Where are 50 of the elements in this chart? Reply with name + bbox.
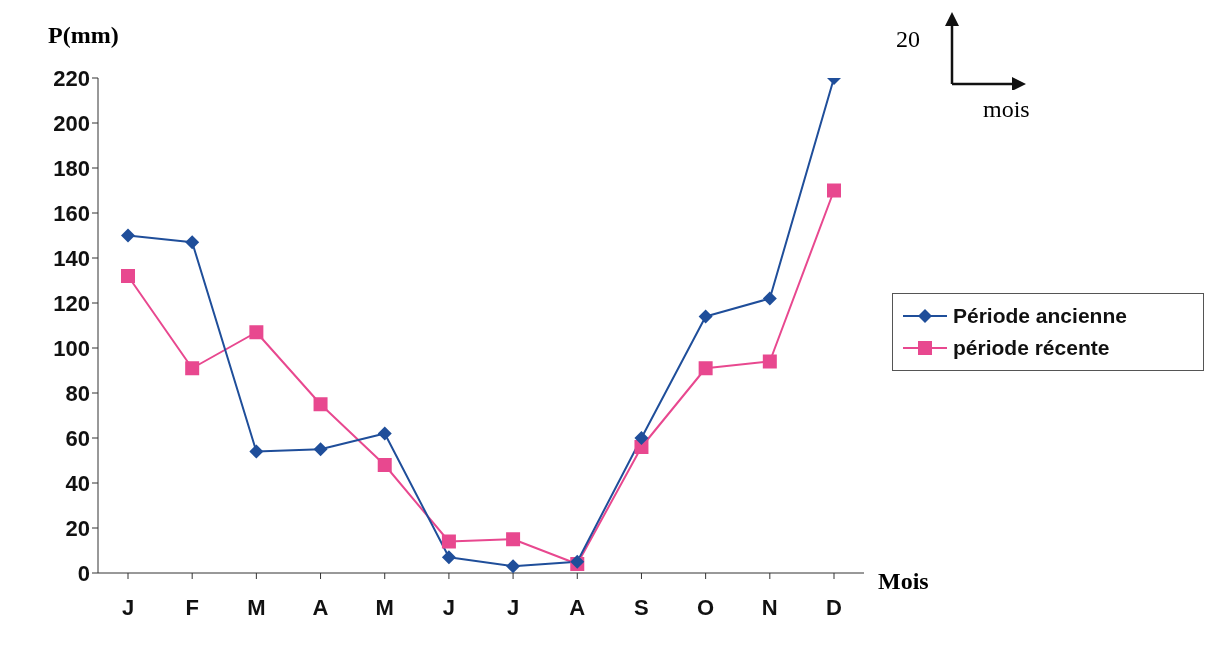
x-tick-label: M — [375, 594, 394, 620]
x-tick-label: S — [634, 594, 649, 620]
y-tick-label: 40 — [65, 470, 90, 496]
point — [762, 354, 777, 369]
y-tick-label: 140 — [53, 245, 90, 271]
point — [185, 235, 200, 250]
x-tick-label: D — [826, 594, 842, 620]
y-tick-label: 220 — [53, 65, 90, 91]
x-tick-label: F — [185, 594, 199, 620]
point — [313, 397, 328, 412]
point — [121, 269, 135, 283]
x-tick-label: N — [761, 594, 778, 620]
x-tick-label: J — [506, 594, 520, 620]
point — [185, 361, 200, 376]
y-tick-label: 100 — [53, 335, 90, 361]
y-tick-label: 120 — [53, 290, 90, 316]
point — [506, 532, 521, 547]
point — [762, 291, 777, 306]
text: 20 — [896, 26, 920, 53]
y-tick-label: 0 — [77, 560, 90, 586]
y-axis-title: P(mm) — [48, 22, 119, 49]
x-tick-label: A — [569, 594, 586, 620]
point — [698, 361, 713, 376]
y-tick-label: 60 — [65, 425, 90, 451]
y-tick-label: 180 — [53, 155, 90, 181]
text: mois — [983, 96, 1030, 123]
point — [377, 458, 392, 472]
point — [441, 534, 456, 549]
legend-label: période récente — [953, 335, 1110, 361]
x-axis-title: Mois — [878, 568, 929, 595]
y-tick-label: 20 — [65, 515, 90, 541]
point — [249, 325, 264, 340]
point — [313, 442, 328, 457]
x-tick-label: J — [121, 594, 135, 620]
point — [121, 228, 135, 243]
point — [441, 550, 456, 565]
y-tick-label: 80 — [65, 380, 90, 406]
x-tick-label: M — [247, 594, 266, 620]
x-tick-label: O — [697, 594, 715, 620]
legend-label: Période ancienne — [953, 303, 1127, 329]
point — [506, 559, 521, 573]
x-tick-label: A — [312, 594, 329, 620]
y-tick-label: 160 — [53, 200, 90, 226]
point — [377, 426, 392, 441]
y-tick-label: 200 — [53, 110, 90, 136]
point — [698, 309, 713, 324]
x-tick-label: J — [442, 594, 456, 620]
point — [827, 183, 841, 198]
point — [634, 431, 649, 445]
point — [249, 444, 264, 459]
